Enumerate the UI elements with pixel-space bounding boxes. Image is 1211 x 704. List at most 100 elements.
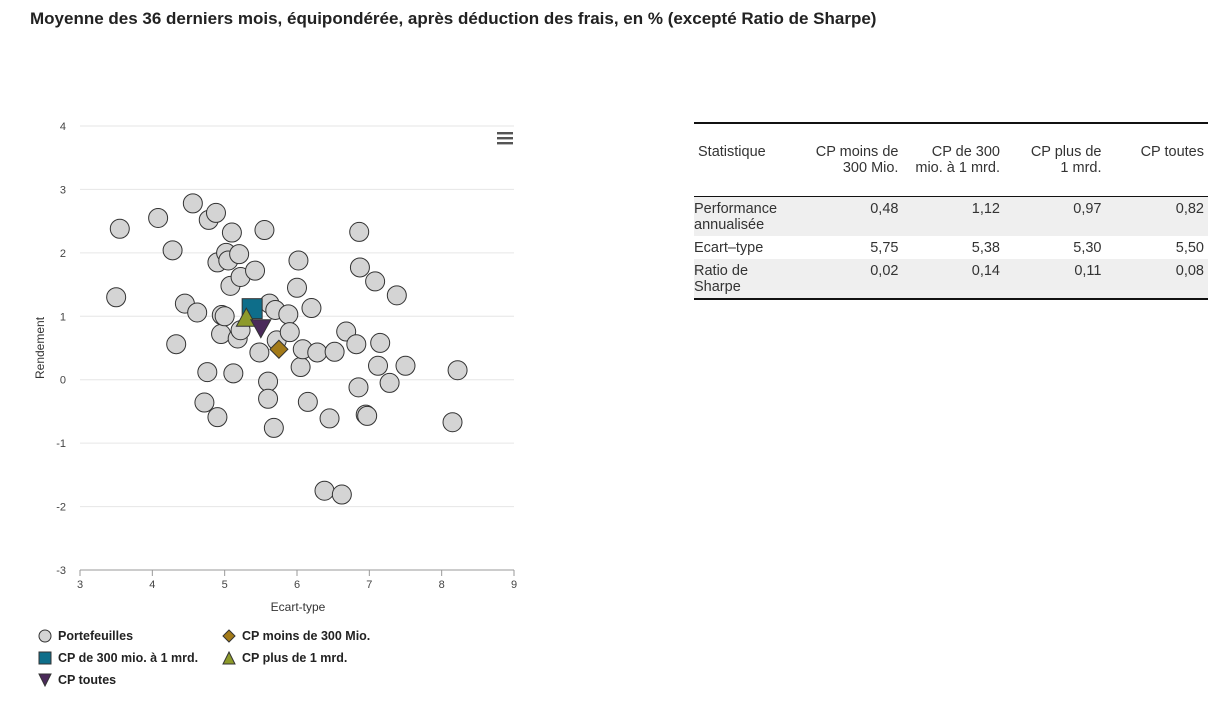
- table-cell: 0,11: [1003, 259, 1106, 300]
- header-cp-plus: CP plus de 1 mrd.: [1003, 122, 1106, 197]
- row-label: Ecart–type: [694, 240, 764, 256]
- portfolio-point: [307, 342, 328, 363]
- portfolio-point: [349, 257, 370, 278]
- portfolio-point: [197, 362, 218, 383]
- row-label: Ratio de Sharpe: [694, 259, 801, 300]
- table-cell: 1,12: [902, 196, 1004, 236]
- x-tick-label: 5: [222, 579, 228, 591]
- x-tick-label: 9: [511, 579, 517, 591]
- portfolio-point: [221, 222, 242, 243]
- legend-item-cp-toutes[interactable]: CP toutes: [38, 673, 116, 687]
- y-axis-label: Rendement: [33, 316, 47, 379]
- portfolio-point: [211, 324, 232, 345]
- table-row: Ratio de Sharpe 0,02 0,14 0,11 0,08: [694, 259, 1208, 300]
- scatter-chart: 3 4 5 6 7 8 9 4 3 2 1 0 -1 -2 -3 Ecart-type Rendement: [33, 121, 517, 614]
- table-cell: 5,75: [870, 240, 899, 256]
- portfolio-point: [301, 298, 322, 319]
- portfolio-point: [395, 355, 416, 376]
- row-label-text: Performance: [694, 201, 778, 217]
- statistics-table: Statistique CP moins de 300 Mio. CP de 30…: [694, 122, 1208, 300]
- portfolio-point: [187, 302, 208, 323]
- data-points: [106, 193, 468, 505]
- header-text: mio. à 1 mrd.: [915, 160, 1000, 176]
- circle-marker-icon: [38, 629, 52, 643]
- table-cell: 0,14: [902, 259, 1004, 300]
- portfolio-point: [314, 480, 335, 501]
- x-tick-label: 7: [366, 579, 372, 591]
- x-tick-label: 8: [439, 579, 445, 591]
- header-text: CP plus de: [1030, 144, 1102, 160]
- header-text: CP toutes: [1140, 144, 1204, 160]
- portfolio-point: [148, 207, 169, 228]
- portfolio-point: [278, 304, 299, 325]
- portfolio-point: [324, 341, 345, 362]
- x-axis-ticks: 3 4 5 6 7 8 9: [77, 570, 517, 591]
- portfolio-point: [346, 334, 367, 355]
- diamond-marker-icon: [222, 629, 236, 643]
- portfolio-point: [254, 220, 275, 241]
- table-row: Ecart–type 5,75 5,38 5,30 5,50: [694, 236, 1208, 259]
- portfolio-point: [214, 306, 235, 327]
- x-tick-label: 3: [77, 579, 83, 591]
- header-statistique: Statistique: [694, 122, 801, 197]
- triangle-up-marker-icon: [222, 651, 236, 665]
- hamburger-menu-icon[interactable]: [494, 130, 516, 148]
- header-cp-moins: CP moins de 300 Mio.: [800, 122, 903, 197]
- row-label: Performance annualisée: [694, 196, 801, 236]
- y-tick-label: 2: [60, 248, 66, 260]
- header-text: CP de 300: [931, 144, 1000, 160]
- header-text: Statistique: [698, 144, 766, 160]
- portfolio-point: [288, 250, 309, 271]
- table-cell: 0,97: [1003, 196, 1106, 236]
- legend-item-cp-moins[interactable]: CP moins de 300 Mio.: [222, 629, 370, 643]
- portfolio-point: [287, 277, 307, 298]
- header-text: 1 mrd.: [1060, 160, 1102, 176]
- y-tick-label: 1: [60, 311, 66, 323]
- portfolio-point: [258, 371, 279, 392]
- table-cell: 0,02: [800, 259, 903, 300]
- square-marker-icon: [38, 651, 52, 665]
- header-text: CP moins de: [815, 144, 899, 160]
- cp-moins-point: [269, 339, 289, 359]
- header-text: 300 Mio.: [842, 160, 899, 176]
- cp-toutes-point: [249, 319, 272, 339]
- portfolio-point: [331, 484, 352, 505]
- table-cell: 0,08: [1105, 259, 1208, 300]
- triangle-down-marker-icon: [38, 673, 52, 687]
- portfolio-point: [223, 363, 244, 384]
- portfolio-point: [349, 221, 370, 242]
- portfolio-point: [249, 342, 270, 363]
- chart-legend: Portefeuilles CP moins de 300 Mio. CP de…: [38, 629, 418, 699]
- y-tick-label: 4: [60, 121, 66, 133]
- table-cell: 0,82: [1105, 196, 1208, 236]
- row-label-text: Ratio de: [694, 263, 749, 279]
- header-cp-300: CP de 300 mio. à 1 mrd.: [902, 122, 1004, 197]
- portfolio-point: [442, 412, 463, 433]
- legend-item-portefeuilles[interactable]: Portefeuilles: [38, 629, 133, 643]
- portfolio-point: [162, 240, 183, 261]
- table-row: Performance annualisée 0,48 1,12 0,97 0,8…: [694, 196, 1208, 236]
- portfolio-point: [166, 334, 187, 355]
- portfolio-point: [365, 271, 386, 292]
- portfolio-point: [357, 405, 378, 426]
- portfolio-point: [279, 322, 300, 343]
- portfolio-point: [368, 355, 389, 376]
- table-header-row: Statistique CP moins de 300 Mio. CP de 30…: [694, 122, 1208, 197]
- portfolio-point: [245, 260, 266, 281]
- legend-item-cp-300[interactable]: CP de 300 mio. à 1 mrd.: [38, 651, 198, 665]
- x-tick-label: 6: [294, 579, 300, 591]
- y-tick-label: -2: [56, 502, 66, 514]
- y-tick-label: -3: [56, 565, 66, 577]
- chart-title: Moyenne des 36 derniers mois, équipondér…: [30, 9, 877, 28]
- y-axis-ticks: 4 3 2 1 0 -1 -2 -3: [56, 121, 66, 577]
- portfolio-point: [297, 391, 318, 412]
- legend-item-cp-plus[interactable]: CP plus de 1 mrd.: [222, 651, 347, 665]
- portfolio-point: [205, 202, 226, 223]
- portfolio-point: [258, 388, 279, 409]
- portfolio-point: [379, 372, 400, 393]
- legend-label: CP plus de 1 mrd.: [242, 651, 348, 665]
- portfolio-point: [348, 377, 369, 398]
- portfolio-point: [263, 417, 284, 438]
- portfolio-point: [370, 332, 391, 353]
- row-label-text: Sharpe: [694, 279, 741, 295]
